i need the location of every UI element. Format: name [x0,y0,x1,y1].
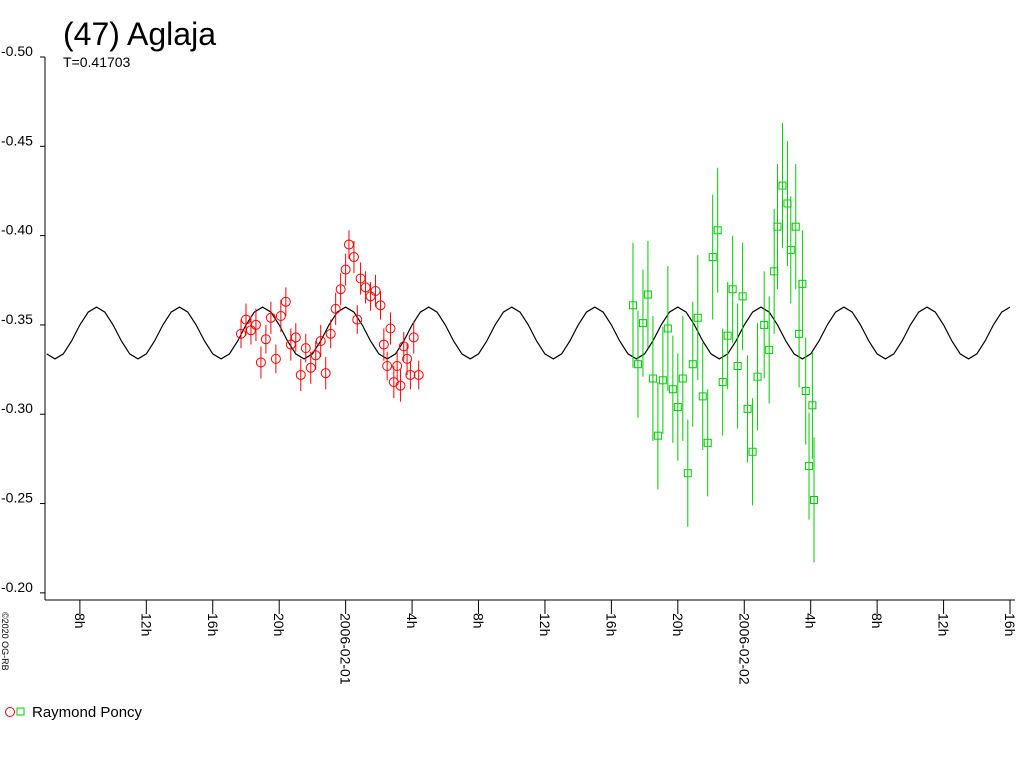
chart-subtitle: T=0.41703 [63,54,131,70]
x-tick-label: 4h [803,613,819,629]
data-point [352,314,363,325]
data-point [765,345,774,354]
data-point [300,343,311,354]
data-point [718,378,727,387]
data-point [643,290,652,299]
legend-marker [5,707,15,717]
data-point [703,438,712,447]
data-point [392,361,403,372]
data-point [693,313,702,322]
data-point [748,447,757,456]
data-point [708,253,717,262]
data-point [295,369,306,380]
data-point [786,245,795,254]
data-point [330,303,341,314]
data-point [728,285,737,294]
data-point [638,319,647,328]
data-point [385,323,396,334]
x-tick-label: 16h [603,613,619,636]
x-tick-label: 16h [205,613,221,636]
legend-marker [16,707,25,716]
legend-label: Raymond Poncy [32,704,143,721]
x-tick-label: 12h [537,613,553,636]
data-point [260,334,271,345]
x-tick-label: 8h [869,613,885,629]
model-curve [46,306,1011,360]
data-point [738,292,747,301]
x-tick-label: 2006-02-01 [338,613,354,685]
data-point [743,404,752,413]
data-point [778,181,787,190]
data-point [698,392,707,401]
data-point [633,360,642,369]
x-tick-label: 4h [404,613,420,629]
data-point [628,301,637,310]
data-point [405,369,416,380]
data-point [658,376,667,385]
data-point [402,353,413,364]
data-point [250,319,261,330]
data-point [688,360,697,369]
data-point [408,332,419,343]
data-point [265,312,276,323]
x-tick-label: 12h [138,613,154,636]
data-point [808,401,817,410]
x-tick-label: 8h [72,613,88,629]
data-point [723,331,732,340]
y-tick-label: -0.45 [1,132,33,148]
x-tick-label: 20h [670,613,686,636]
data-point [315,336,326,347]
y-tick-label: -0.30 [1,400,33,416]
data-point [348,252,359,263]
credit: ©2020 OG-RB [0,612,10,671]
data-point [798,279,807,288]
data-point [325,328,336,339]
y-tick-label: -0.40 [1,222,33,238]
x-tick-label: 16h [1002,613,1018,636]
data-point [280,296,291,307]
y-tick-label: -0.25 [1,490,33,506]
data-point [378,339,389,350]
data-point [668,385,677,394]
y-tick-label: -0.20 [1,579,33,595]
data-point [810,495,819,504]
x-tick-label: 2006-02-02 [736,613,752,685]
data-point [760,320,769,329]
data-point [801,387,810,396]
data-point [395,380,406,391]
x-tick-label: 20h [271,613,287,636]
data-point [340,264,351,275]
data-point [673,403,682,412]
data-point [648,374,657,383]
data-point [290,332,301,343]
data-point [663,324,672,333]
data-point [753,372,762,381]
x-tick-label: 8h [471,613,487,629]
y-tick-label: -0.35 [1,311,33,327]
data-point [683,469,692,478]
x-tick-label: 12h [936,613,952,636]
y-tick-label: -0.50 [1,43,33,59]
data-point [255,357,266,368]
data-point [388,377,399,388]
data-point [320,368,331,379]
data-point [805,462,814,471]
data-point [733,362,742,371]
data-point [653,431,662,440]
chart-title: (47) Aglaja [63,16,216,52]
data-point [713,226,722,235]
data-point [413,369,424,380]
data-point [382,361,393,372]
data-point [335,284,346,295]
data-point [791,222,800,231]
data-point [678,374,687,383]
data-point [398,341,409,352]
data-point [270,353,281,364]
data-point [773,222,782,231]
data-point [375,300,386,311]
